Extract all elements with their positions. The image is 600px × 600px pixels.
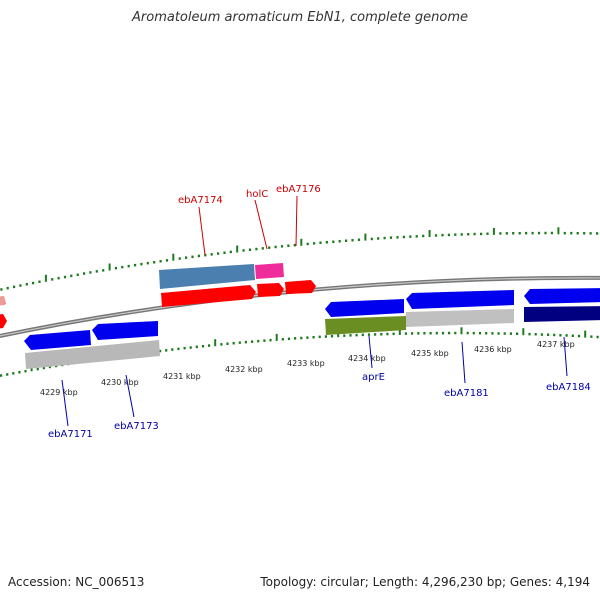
leader-line [198,206,206,256]
gene-arrow-holC [257,283,284,297]
gene-label-ebA7173: ebA7173 [114,421,159,432]
gene-label-ebA7184: ebA7184 [546,382,591,393]
outer-scale-ticks [0,227,599,291]
gene-label-ebA7174: ebA7174 [178,195,223,206]
scale-label: 4237 kbp [537,340,575,349]
gene-arrow-ebA7181 [406,290,514,309]
gene-arrow-ebA7171 [24,330,91,350]
category-bar-pink [255,263,284,279]
forward-category-bars [0,263,284,306]
leader-line [125,374,135,418]
leader-line [368,335,373,369]
reverse-strand-genes [24,288,600,350]
leader-line [61,379,69,427]
gene-label-ebA7176: ebA7176 [276,184,321,195]
category-bar-steelblue [159,264,255,289]
scale-label: 4236 kbp [474,345,512,354]
gene-label-aprE: aprE [362,372,385,383]
scale-label: 4230 kbp [101,378,139,387]
gene-arrow-ebA7184 [524,288,600,304]
leader-line [295,195,298,247]
gene-arrow-ebA7176 [285,280,316,294]
accession-text: Accession: NC_006513 [8,575,145,589]
scale-label: 4232 kbp [225,365,263,374]
gene-label-holC: holC [246,189,268,200]
scale-label: 4231 kbp [163,372,201,381]
gene-label-ebA7181: ebA7181 [444,388,489,399]
gene-arrow-fwd-partial-2 [0,314,7,329]
forward-gene-labels: ebA7174 holC ebA7176 [178,184,321,256]
category-bar-partial [0,296,5,306]
gene-arrow-aprE [325,299,404,317]
map-title: Aromatoleum aromaticum EbN1, complete ge… [132,10,468,25]
gene-arrow-ebA7174 [161,285,256,307]
category-bar-navy [524,306,600,322]
category-bar-grey-right [406,309,514,327]
scale-labels: 4229 kbp 4230 kbp 4231 kbp 4232 kbp 4233… [40,340,575,397]
reverse-gene-labels: ebA7171 ebA7173 aprE ebA7181 ebA7184 [48,335,591,440]
category-bar-grey-left [25,340,160,369]
leader-line [563,336,568,377]
scale-label: 4234 kbp [348,354,386,363]
scale-label: 4233 kbp [287,359,325,368]
gene-arrow-ebA7173 [92,321,158,340]
scale-label: 4235 kbp [411,349,449,358]
reverse-category-bars [25,306,600,369]
leader-line [461,341,466,384]
genome-summary-text: Topology: circular; Length: 4,296,230 bp… [260,575,590,589]
leader-line [254,199,268,250]
scale-label: 4229 kbp [40,388,78,397]
category-bar-olive [325,316,406,335]
gene-label-ebA7171: ebA7171 [48,429,93,440]
